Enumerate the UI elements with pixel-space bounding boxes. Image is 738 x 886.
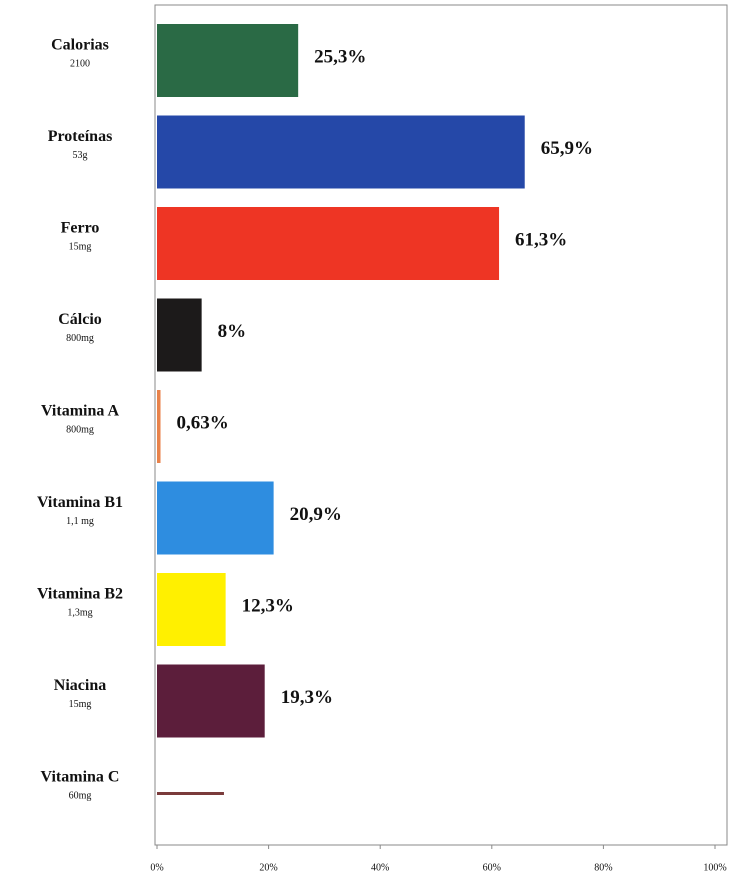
bar (157, 481, 274, 555)
x-tick-label: 40% (371, 862, 389, 873)
x-tick-label: 0% (150, 862, 163, 873)
value-label: 61,3% (515, 229, 567, 250)
category-label: Vitamina C (41, 769, 120, 786)
bar (157, 207, 500, 280)
plot-frame (154, 4, 728, 846)
bar (157, 115, 525, 189)
category-note: 800mg (66, 424, 94, 435)
value-label: 20,9% (290, 504, 342, 525)
value-label: 19,3% (281, 687, 333, 708)
category-note: 800mg (66, 333, 94, 344)
category-note: 1,3mg (67, 607, 92, 618)
category-label: Cálcio (58, 311, 102, 328)
category-note: 1,1 mg (66, 516, 94, 527)
category-label: Ferro (61, 220, 100, 237)
bar (157, 573, 226, 646)
category-label: Proteínas (48, 128, 113, 145)
value-label: 8% (218, 321, 247, 342)
category-note: 53g (73, 150, 88, 161)
value-label: 12,3% (242, 595, 294, 616)
value-label: 25,3% (314, 46, 366, 67)
category-label: Vitamina B2 (37, 586, 123, 603)
category-label: Calorias (51, 37, 109, 54)
category-label: Vitamina A (41, 403, 120, 420)
x-tick-label: 20% (259, 862, 277, 873)
x-tick-label: 100% (703, 862, 726, 873)
x-tick-label: 80% (594, 862, 612, 873)
category-note: 15mg (69, 241, 92, 252)
category-label: Niacina (54, 677, 106, 694)
category-note: 2100 (70, 58, 90, 69)
category-note: 15mg (69, 699, 92, 710)
bar (157, 24, 299, 97)
category-note: 60mg (69, 790, 92, 801)
bar (157, 390, 161, 463)
value-label: 0,63% (177, 412, 229, 433)
value-label: 65,9% (541, 138, 593, 159)
bar (157, 664, 265, 738)
bar (157, 792, 224, 795)
bar (157, 298, 202, 372)
category-label: Vitamina B1 (37, 494, 123, 511)
x-tick-label: 60% (483, 862, 501, 873)
